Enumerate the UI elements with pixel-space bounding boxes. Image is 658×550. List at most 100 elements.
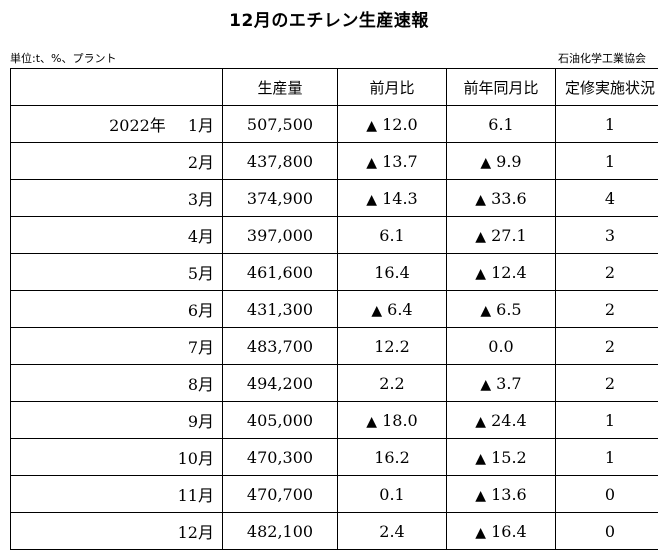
month-cell: 5月 bbox=[11, 254, 223, 291]
mom-cell-value: 16.4 bbox=[374, 263, 410, 282]
month-label: 9月 bbox=[188, 412, 214, 431]
yoy-cell-value: 6.1 bbox=[488, 115, 513, 134]
decline-triangle-icon: ▲ bbox=[480, 377, 491, 393]
maintenance-cell: 4 bbox=[556, 180, 658, 217]
page-title: 12月のエチレン生産速報 bbox=[0, 6, 658, 31]
mom-cell-value: 0.1 bbox=[379, 485, 404, 504]
mom-cell: ▲ 6.4 bbox=[338, 291, 447, 328]
yoy-cell: ▲ 9.9 bbox=[447, 143, 556, 180]
yoy-cell: ▲24.4 bbox=[447, 402, 556, 439]
year-label: 2022年 bbox=[109, 116, 166, 135]
maintenance-cell: 0 bbox=[556, 513, 658, 550]
yoy-cell-value: 9.9 bbox=[496, 152, 521, 171]
production-cell: 470,700 bbox=[223, 476, 338, 513]
month-label: 4月 bbox=[188, 227, 214, 246]
yoy-cell-value: 16.4 bbox=[491, 522, 527, 541]
production-cell: 397,000 bbox=[223, 217, 338, 254]
mom-cell: ▲ 18.0 bbox=[338, 402, 447, 439]
maintenance-cell: 2 bbox=[556, 328, 658, 365]
mom-cell: 16.4 bbox=[338, 254, 447, 291]
maintenance-cell: 2 bbox=[556, 365, 658, 402]
yoy-cell: ▲12.4 bbox=[447, 254, 556, 291]
mom-cell: 2.2 bbox=[338, 365, 447, 402]
month-label: 8月 bbox=[188, 375, 214, 394]
month-cell: 8月 bbox=[11, 365, 223, 402]
production-cell: 437,800 bbox=[223, 143, 338, 180]
production-cell: 470,300 bbox=[223, 439, 338, 476]
mom-cell: 2.4 bbox=[338, 513, 447, 550]
month-cell: 7月 bbox=[11, 328, 223, 365]
month-cell: 3月 bbox=[11, 180, 223, 217]
production-cell: 374,900 bbox=[223, 180, 338, 217]
month-label: 11月 bbox=[178, 486, 214, 505]
decline-triangle-icon: ▲ bbox=[371, 303, 382, 319]
maintenance-cell: 1 bbox=[556, 143, 658, 180]
production-cell: 482,100 bbox=[223, 513, 338, 550]
yoy-cell: ▲16.4 bbox=[447, 513, 556, 550]
maintenance-cell: 0 bbox=[556, 476, 658, 513]
yoy-cell: ▲15.2 bbox=[447, 439, 556, 476]
decline-triangle-icon: ▲ bbox=[475, 229, 486, 245]
mom-cell-value: 16.2 bbox=[374, 448, 410, 467]
month-cell: 12月 bbox=[11, 513, 223, 550]
yoy-cell-value: 24.4 bbox=[491, 411, 527, 430]
yoy-cell: ▲6.5 bbox=[447, 291, 556, 328]
mom-cell-value: 2.2 bbox=[379, 374, 404, 393]
decline-triangle-icon: ▲ bbox=[475, 192, 486, 208]
mom-cell-value: 6.4 bbox=[387, 300, 412, 319]
decline-triangle-icon: ▲ bbox=[480, 155, 491, 171]
maintenance-cell: 2 bbox=[556, 254, 658, 291]
unit-note: 単位:t、%、プラント bbox=[10, 50, 116, 66]
mom-cell: 12.2 bbox=[338, 328, 447, 365]
source-label: 石油化学工業協会 bbox=[558, 50, 646, 66]
production-cell: 483,700 bbox=[223, 328, 338, 365]
maintenance-cell: 3 bbox=[556, 217, 658, 254]
month-cell: 4月 bbox=[11, 217, 223, 254]
mom-cell-value: 18.0 bbox=[382, 411, 418, 430]
mom-cell: 0.1 bbox=[338, 476, 447, 513]
decline-triangle-icon: ▲ bbox=[366, 155, 377, 171]
decline-triangle-icon: ▲ bbox=[475, 488, 486, 504]
production-cell: 461,600 bbox=[223, 254, 338, 291]
month-label: 1月 bbox=[188, 116, 214, 135]
mom-cell: 16.2 bbox=[338, 439, 447, 476]
production-cell: 431,300 bbox=[223, 291, 338, 328]
month-cell: 10月 bbox=[11, 439, 223, 476]
month-cell: 9月 bbox=[11, 402, 223, 439]
yoy-cell: 6.1 bbox=[447, 106, 556, 143]
month-label: 3月 bbox=[188, 190, 214, 209]
mom-cell-value: 14.3 bbox=[382, 189, 418, 208]
mom-cell-value: 6.1 bbox=[379, 226, 404, 245]
mom-cell-value: 2.4 bbox=[379, 522, 404, 541]
yoy-cell: ▲33.6 bbox=[447, 180, 556, 217]
maintenance-cell: 1 bbox=[556, 106, 658, 143]
decline-triangle-icon: ▲ bbox=[366, 192, 377, 208]
month-label: 10月 bbox=[178, 449, 214, 468]
month-cell: 2022年 1月 bbox=[11, 106, 223, 143]
mom-cell: ▲ 14.3 bbox=[338, 180, 447, 217]
mom-cell-value: 12.0 bbox=[382, 115, 418, 134]
header-month bbox=[11, 69, 223, 106]
month-label: 5月 bbox=[188, 264, 214, 283]
header-row: 生産量 前月比 前年同月比 定修実施状況 bbox=[11, 69, 658, 106]
mom-cell: ▲13.7 bbox=[338, 143, 447, 180]
yoy-cell-value: 27.1 bbox=[491, 226, 527, 245]
header-maintenance: 定修実施状況 bbox=[556, 69, 658, 106]
yoy-cell-value: 13.6 bbox=[491, 485, 527, 504]
table-row: 4月 397,000 6.1 ▲ 27.1 3 bbox=[11, 217, 658, 254]
mom-cell: 6.1 bbox=[338, 217, 447, 254]
yoy-cell-value: 3.7 bbox=[496, 374, 521, 393]
header-mom: 前月比 bbox=[338, 69, 447, 106]
decline-triangle-icon: ▲ bbox=[366, 414, 377, 430]
maintenance-cell: 1 bbox=[556, 402, 658, 439]
header-production: 生産量 bbox=[223, 69, 338, 106]
table-row: 11月 470,700 0.1 ▲ 13.6 0 bbox=[11, 476, 658, 513]
